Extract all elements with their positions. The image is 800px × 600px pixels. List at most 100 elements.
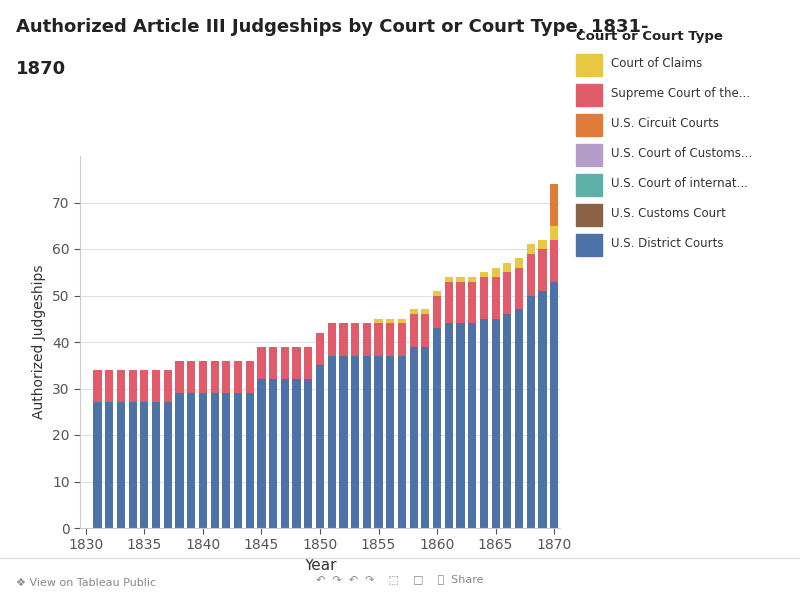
Bar <box>445 277 453 281</box>
Bar <box>422 347 430 528</box>
Bar <box>526 244 535 254</box>
Bar <box>491 277 500 319</box>
Bar <box>550 281 558 528</box>
Bar <box>164 370 172 403</box>
Bar <box>269 347 278 379</box>
Bar <box>480 272 488 277</box>
Bar <box>258 347 266 379</box>
Bar <box>351 356 359 528</box>
Bar <box>386 356 394 528</box>
Bar <box>362 323 371 356</box>
Bar <box>374 356 382 528</box>
Bar <box>491 319 500 528</box>
Bar <box>304 379 312 528</box>
Bar <box>410 314 418 347</box>
Bar <box>433 328 441 528</box>
Bar <box>515 310 523 528</box>
Bar <box>456 277 465 281</box>
Bar <box>386 323 394 356</box>
Bar <box>576 204 602 226</box>
Text: U.S. Court of internat...: U.S. Court of internat... <box>610 177 747 190</box>
Text: U.S. Customs Court: U.S. Customs Court <box>610 207 726 220</box>
Bar <box>398 319 406 323</box>
Bar <box>515 258 523 268</box>
Bar <box>234 361 242 393</box>
Bar <box>550 239 558 281</box>
Bar <box>433 291 441 295</box>
Bar <box>550 226 558 239</box>
Bar <box>374 319 382 323</box>
Bar <box>480 277 488 319</box>
Bar <box>538 249 546 291</box>
Bar <box>468 281 476 323</box>
Bar <box>362 356 371 528</box>
Bar <box>468 277 476 281</box>
Bar <box>210 393 218 528</box>
Bar <box>117 370 125 403</box>
Bar <box>175 361 184 393</box>
Bar <box>410 347 418 528</box>
Bar <box>281 347 289 379</box>
Bar <box>491 268 500 277</box>
Bar <box>351 323 359 356</box>
X-axis label: Year: Year <box>304 558 336 573</box>
Bar <box>269 379 278 528</box>
Bar <box>234 393 242 528</box>
Bar <box>503 272 511 314</box>
Bar <box>246 361 254 393</box>
Text: 1870: 1870 <box>16 60 66 78</box>
Bar <box>550 184 558 226</box>
Bar <box>117 403 125 528</box>
Bar <box>433 295 441 328</box>
Bar <box>576 144 602 166</box>
Bar <box>316 365 324 528</box>
Text: U.S. Circuit Courts: U.S. Circuit Courts <box>610 117 718 130</box>
Bar <box>199 393 207 528</box>
Bar <box>374 323 382 356</box>
Bar <box>480 319 488 528</box>
Bar <box>222 393 230 528</box>
Bar <box>456 323 465 528</box>
Text: Authorized Article III Judgeships by Court or Court Type, 1831-: Authorized Article III Judgeships by Cou… <box>16 18 649 36</box>
Bar <box>526 254 535 295</box>
Bar <box>445 323 453 528</box>
Bar <box>293 379 301 528</box>
Bar <box>576 84 602 106</box>
Bar <box>246 393 254 528</box>
Bar <box>94 403 102 528</box>
Text: Court of Claims: Court of Claims <box>610 57 702 70</box>
Bar <box>422 310 430 314</box>
Bar <box>526 295 535 528</box>
Bar <box>445 281 453 323</box>
Bar <box>293 347 301 379</box>
Bar <box>398 323 406 356</box>
Bar <box>140 403 149 528</box>
Bar <box>538 239 546 249</box>
Bar <box>140 370 149 403</box>
Bar <box>398 356 406 528</box>
Bar <box>576 234 602 256</box>
Bar <box>515 268 523 310</box>
Bar <box>129 403 137 528</box>
Bar <box>94 370 102 403</box>
Text: U.S. Court of Customs...: U.S. Court of Customs... <box>610 147 752 160</box>
Bar <box>199 361 207 393</box>
Bar <box>281 379 289 528</box>
Text: Supreme Court of the...: Supreme Court of the... <box>610 87 750 100</box>
Bar <box>576 54 602 76</box>
Bar <box>129 370 137 403</box>
Text: Court or Court Type: Court or Court Type <box>576 30 723 43</box>
Text: U.S. District Courts: U.S. District Courts <box>610 237 723 250</box>
Bar <box>316 332 324 365</box>
Bar <box>187 361 195 393</box>
Bar <box>187 393 195 528</box>
Bar <box>339 356 347 528</box>
Bar <box>164 403 172 528</box>
Bar <box>422 314 430 347</box>
Bar <box>410 310 418 314</box>
Bar <box>328 323 336 356</box>
Bar <box>576 114 602 136</box>
Bar <box>210 361 218 393</box>
Bar <box>503 263 511 272</box>
Bar <box>304 347 312 379</box>
